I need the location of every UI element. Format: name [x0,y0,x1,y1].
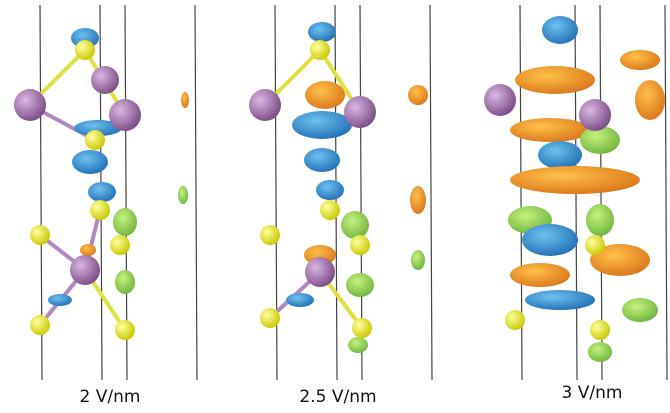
metal-atom [484,84,516,116]
density-lobe [635,80,665,120]
s-atom [590,320,610,340]
density-lobe [510,263,570,287]
density-lobe [178,186,188,204]
density-lobe [586,204,614,236]
density-lobe [542,16,578,44]
s-atom [110,235,130,255]
density-lobe [181,92,189,108]
panel-label: 2 V/nm [80,387,141,407]
s-atom [350,235,370,255]
panel-2 [249,5,432,380]
panel-3 [484,5,667,380]
density-lobe [620,50,660,70]
panel-label: 3 V/nm [562,383,623,403]
cell-edge [430,5,432,380]
panel-label: 2.5 V/nm [299,387,376,407]
density-lobe [525,290,595,310]
density-lobe [522,224,578,256]
panel-1 [14,5,197,380]
density-lobe [286,293,314,307]
density-lobe [113,208,137,236]
density-lobe [316,180,344,200]
density-lobe [510,118,590,142]
density-lobe [304,148,340,172]
density-lobe [622,298,658,322]
density-lobe [48,294,72,306]
metal-atom [70,255,100,285]
metal-atom [109,99,141,131]
s-atom [115,320,135,340]
density-lobe [580,126,620,154]
density-lobe [515,66,595,94]
density-lobe [305,81,345,109]
density-lobe [411,250,425,270]
density-lobe [341,211,369,239]
s-atom [90,200,110,220]
s-atom [585,235,605,255]
metal-atom [305,257,335,287]
s-atom [30,315,50,335]
s-atom [310,40,330,60]
density-lobe [88,182,116,202]
density-lobe [410,186,426,214]
s-atom [260,225,280,245]
metal-atom [91,66,119,94]
density-lobe [510,166,640,194]
s-atom [260,308,280,328]
s-atom [320,200,340,220]
s-atom [352,318,372,338]
density-lobe [115,270,135,294]
density-lobe [588,342,612,362]
metal-atom [14,89,46,121]
density-lobe [538,141,582,169]
metal-atom [579,99,611,131]
s-atom [85,130,105,150]
density-lobe [408,85,428,105]
metal-atom [344,96,376,128]
cell-edge [195,5,197,380]
density-lobe [346,273,374,297]
density-lobe [308,22,336,42]
density-lobe [80,244,96,256]
s-atom [30,225,50,245]
figure: 2 V/nm 2.5 V/nm 3 V/nm [0,0,670,413]
metal-atom [249,89,281,121]
density-lobe [348,337,368,353]
s-atom [505,310,525,330]
density-lobe [292,111,352,139]
density-lobe [72,150,108,174]
cell-edge [665,5,667,380]
s-atom [75,40,95,60]
